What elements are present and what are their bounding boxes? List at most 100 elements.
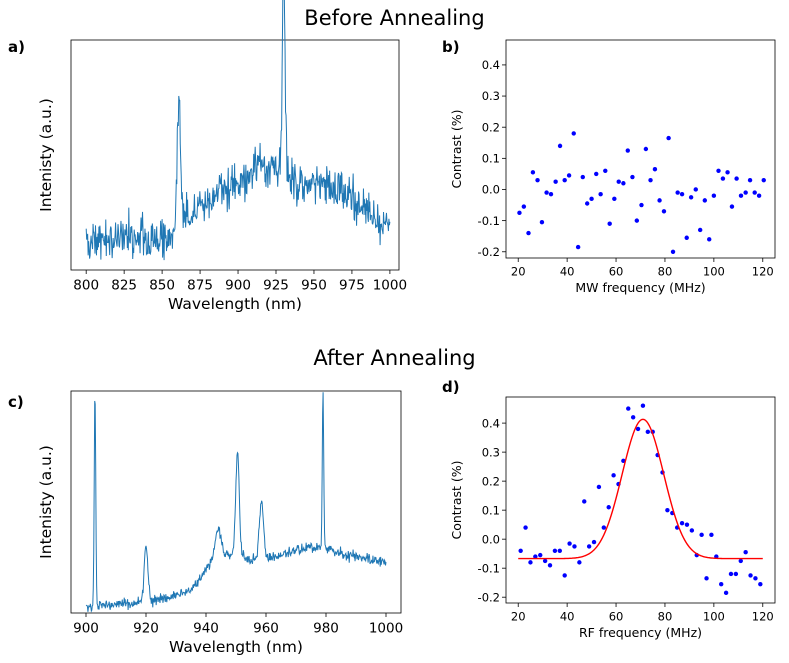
data-point <box>562 573 567 578</box>
data-point <box>635 426 641 432</box>
data-point <box>679 521 685 526</box>
data-point <box>521 204 527 209</box>
data-point <box>621 181 626 186</box>
x-tick-label: 960 <box>253 621 279 637</box>
data-point <box>758 581 763 587</box>
data-point <box>572 544 577 549</box>
plot-frame-c <box>70 390 402 614</box>
y-tick-label: 0.1 <box>482 503 500 517</box>
section-title-before: Before Annealing <box>304 6 485 30</box>
x-tick-label: 20 <box>511 265 526 279</box>
y-tick-label: 0.3 <box>482 89 500 103</box>
data-point <box>761 177 766 183</box>
y-tick-label: 0.4 <box>482 58 500 72</box>
x-tick-label: 850 <box>149 278 175 294</box>
x-tick-label: 100 <box>703 265 725 279</box>
x-tick-label: 950 <box>301 278 327 294</box>
data-point <box>528 560 533 565</box>
data-point <box>594 171 599 177</box>
data-point <box>566 173 572 178</box>
data-point <box>626 406 631 411</box>
data-point <box>630 174 635 180</box>
data-point <box>684 235 689 240</box>
x-axis-label: Wavelength (nm) <box>168 295 302 313</box>
data-point <box>670 249 676 254</box>
data-point <box>723 590 729 596</box>
data-point <box>612 196 617 202</box>
data-point <box>584 201 590 206</box>
data-point <box>702 198 708 203</box>
data-point <box>544 190 549 195</box>
y-tick-label: 0.3 <box>482 445 500 459</box>
plot-frame-a <box>70 39 400 271</box>
panel-letter-a: a) <box>8 38 25 56</box>
data-point <box>643 146 649 152</box>
data-point <box>547 563 553 568</box>
data-point <box>753 576 758 581</box>
data-point <box>743 190 748 195</box>
data-point <box>725 170 730 175</box>
data-point <box>552 548 558 553</box>
y-axis-label: Intenisty (a.u.) <box>37 445 55 559</box>
y-tick-label: -0.2 <box>478 245 500 259</box>
data-point <box>707 237 712 242</box>
data-point <box>586 544 592 549</box>
data-point <box>567 541 572 546</box>
data-point <box>611 473 616 478</box>
y-axis-label: Contrast (%) <box>449 109 464 188</box>
data-point <box>577 560 582 565</box>
x-tick-label: 40 <box>560 610 575 624</box>
panel-letter-d: d) <box>442 378 460 396</box>
data-point <box>661 209 667 214</box>
data-point <box>557 143 563 149</box>
data-point <box>666 135 671 141</box>
x-tick-label: 925 <box>263 278 289 294</box>
data-point <box>625 148 630 153</box>
data-point <box>720 176 726 181</box>
data-point <box>606 505 611 510</box>
y-tick-label: 0.2 <box>482 474 500 488</box>
data-point <box>679 191 685 197</box>
data-point <box>557 548 562 553</box>
data-point <box>704 576 709 581</box>
data-point <box>634 218 640 223</box>
data-point <box>652 167 658 172</box>
data-point <box>648 177 653 183</box>
data-point <box>738 558 743 564</box>
data-point <box>747 177 753 183</box>
data-point <box>526 230 531 236</box>
x-tick-label: 825 <box>111 278 137 294</box>
x-tick-label: 875 <box>187 278 213 294</box>
x-tick-label: 40 <box>560 265 575 279</box>
y-tick-label: -0.1 <box>478 561 500 575</box>
x-tick-label: 800 <box>73 278 99 294</box>
data-point <box>553 179 558 184</box>
data-point <box>729 204 735 209</box>
data-point <box>542 558 548 564</box>
data-point <box>539 219 545 225</box>
x-tick-label: 20 <box>511 610 526 624</box>
y-axis-label: Intenisty (a.u.) <box>37 98 55 212</box>
spectrum-line-a <box>85 0 391 261</box>
x-tick-label: 1000 <box>369 621 403 637</box>
data-point <box>603 168 608 173</box>
data-point <box>598 191 603 197</box>
y-tick-label: 0.2 <box>482 120 500 134</box>
data-point <box>601 525 607 530</box>
data-point <box>640 403 646 408</box>
y-tick-label: 0.1 <box>482 151 500 165</box>
x-tick-label: 1000 <box>373 278 407 294</box>
x-tick-label: 975 <box>339 278 365 294</box>
data-point <box>562 177 567 183</box>
x-tick-label: 940 <box>193 621 219 637</box>
data-point <box>596 484 602 490</box>
data-point <box>693 187 698 192</box>
spectrum-line-c <box>85 392 387 613</box>
data-point <box>518 548 523 553</box>
x-axis-label: Wavelength (nm) <box>169 638 303 656</box>
x-tick-label: 80 <box>658 265 673 279</box>
data-point <box>733 571 739 577</box>
data-point <box>684 522 690 527</box>
section-title-after: After Annealing <box>313 346 476 370</box>
data-point <box>582 499 587 504</box>
